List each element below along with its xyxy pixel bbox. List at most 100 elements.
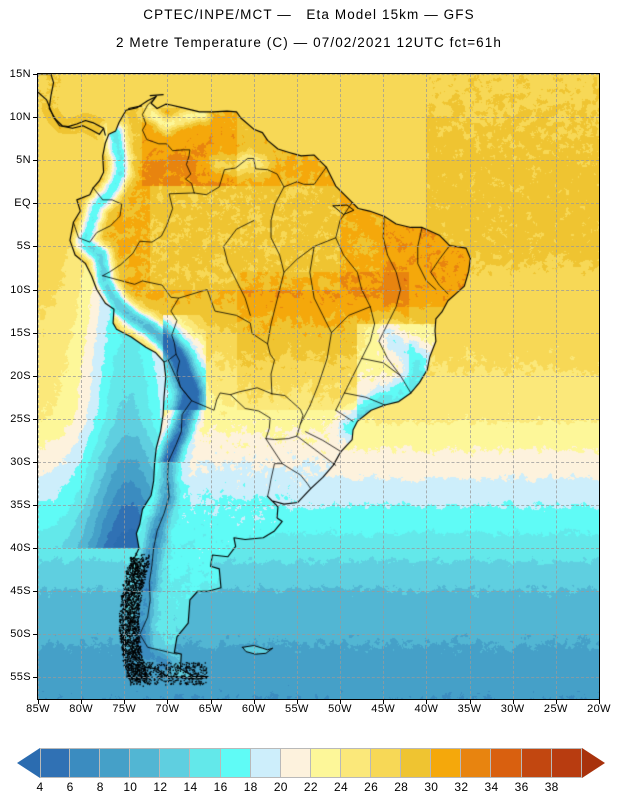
y-tick	[33, 548, 37, 550]
colorbar-tick-label: 8	[96, 780, 104, 794]
y-axis-label: 20S	[10, 369, 31, 382]
x-tick	[555, 700, 557, 704]
x-axis-label: 25W	[543, 703, 568, 715]
x-tick	[383, 700, 385, 704]
title-line-model: CPTEC/INPE/MCT — Eta Model 15km — GFS	[143, 7, 475, 22]
colorbar-tick-label: 38	[544, 780, 559, 794]
x-tick	[469, 700, 471, 704]
x-axis-label: 45W	[371, 703, 396, 715]
colorbar-tick-label: 4	[36, 780, 44, 794]
colorbar-swatch	[250, 748, 281, 778]
colorbar-swatch	[190, 748, 221, 778]
colorbar-tick-label: 10	[123, 780, 138, 794]
x-tick	[296, 700, 298, 704]
colorbar-tick-label: 22	[303, 780, 318, 794]
x-axis-label: 50W	[328, 703, 352, 715]
colorbar-over-arrow-icon	[581, 748, 605, 778]
colorbar-tick-label: 18	[243, 780, 258, 794]
y-tick	[33, 289, 37, 291]
colorbar-tick-label: 36	[514, 780, 529, 794]
y-axis-label: 50S	[10, 628, 31, 641]
x-tick	[124, 700, 126, 704]
colorbar-swatch	[401, 748, 432, 778]
colorbar-under-arrow-icon	[17, 748, 40, 778]
colorbar-tick-label: 14	[183, 780, 198, 794]
x-tick	[340, 700, 342, 704]
title-line-variable: 2 Metre Temperature (C) — 07/02/2021 12U…	[115, 34, 503, 50]
x-axis-label: 75W	[112, 703, 137, 715]
x-tick	[512, 700, 514, 704]
colorbar-swatch	[40, 748, 71, 778]
y-tick	[33, 203, 37, 205]
colorbar-tick-label: 12	[153, 780, 168, 794]
y-tick	[33, 418, 37, 420]
x-axis-label: 30W	[500, 703, 525, 715]
y-axis-label: 5S	[16, 240, 31, 253]
y-axis-label: 55S	[10, 671, 31, 684]
x-axis-label: 35W	[457, 703, 482, 715]
colorbar-swatch	[100, 748, 131, 778]
x-tick	[38, 700, 39, 704]
x-axis-label: 20W	[587, 703, 611, 715]
y-axis-label: 15S	[10, 326, 31, 339]
y-axis-label: 35S	[10, 499, 31, 512]
y-tick	[33, 375, 37, 377]
y-axis-label: 5N	[16, 154, 31, 167]
y-tick	[33, 461, 37, 463]
x-axis-label: 80W	[69, 703, 94, 715]
x-tick	[167, 700, 169, 704]
y-tick	[33, 246, 37, 248]
colorbar-cells	[40, 748, 582, 778]
x-axis-label: 85W	[26, 703, 50, 715]
colorbar-swatch	[220, 748, 251, 778]
colorbar-swatch	[461, 748, 492, 778]
x-tick	[210, 700, 212, 704]
x-axis-label: 60W	[241, 703, 266, 715]
colorbar-swatch	[160, 748, 191, 778]
y-tick	[33, 634, 37, 636]
colorbar-swatch	[431, 748, 462, 778]
colorbar-tick-label: 24	[334, 780, 348, 794]
colorbar-tick-label: 20	[273, 780, 288, 794]
colorbar-swatch	[551, 748, 582, 778]
y-axis-label: 10N	[9, 111, 31, 124]
map-plot-area	[37, 73, 600, 700]
x-tick	[599, 700, 600, 704]
colorbar-tick-label: 26	[364, 780, 379, 794]
y-tick	[33, 677, 37, 679]
colorbar-swatch	[371, 748, 402, 778]
x-axis-label: 55W	[285, 703, 309, 715]
y-tick	[33, 505, 37, 507]
y-tick	[33, 160, 37, 162]
colorbar-swatch	[280, 748, 311, 778]
colorbar-swatch	[521, 748, 552, 778]
x-axis-label: 65W	[198, 703, 223, 715]
colorbar-tick-label: 6	[66, 780, 74, 794]
colorbar-tick-label: 32	[454, 780, 469, 794]
y-axis-label: 25S	[10, 412, 31, 425]
colorbar-swatch	[340, 748, 372, 778]
y-tick	[33, 74, 37, 75]
x-tick	[253, 700, 255, 704]
colorbar-tick-label: 28	[394, 780, 409, 794]
temperature-field-raster	[38, 74, 599, 699]
chart-title-block: CPTEC/INPE/MCT — Eta Model 15km — GFS 2 …	[0, 0, 618, 49]
x-tick	[81, 700, 83, 704]
y-tick	[33, 332, 37, 334]
y-axis-label: 15N	[9, 68, 31, 80]
x-axis-label: 70W	[155, 703, 180, 715]
y-axis-label: 30S	[10, 455, 31, 468]
y-axis-label: 10S	[10, 283, 31, 296]
y-axis-label: 45S	[10, 585, 31, 598]
y-tick	[33, 591, 37, 593]
colorbar: 4 6 8 10 12 14 16 18 20 22 24 26 28 30 32 34 36 38	[0, 748, 618, 794]
x-tick	[426, 700, 428, 704]
colorbar-tick-label: 30	[424, 780, 439, 794]
x-axis-label: 40W	[414, 703, 439, 715]
colorbar-swatch	[70, 748, 101, 778]
colorbar-swatch	[130, 748, 161, 778]
graticule-meridian	[599, 74, 600, 699]
y-tick	[33, 117, 37, 119]
y-axis-label: 40S	[10, 542, 31, 555]
